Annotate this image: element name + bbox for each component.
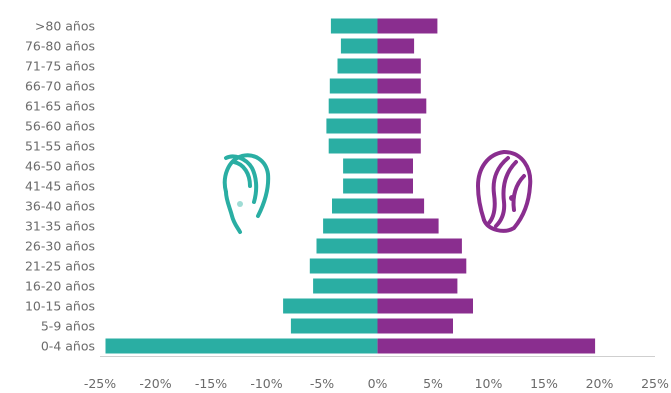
- category-label-4: 61-65 años: [25, 99, 95, 114]
- x-tick-label-5: 0%: [368, 376, 388, 391]
- female-head-icon: [476, 150, 533, 233]
- category-label-3: 66-70 años: [25, 79, 95, 94]
- category-label-6: 51-55 años: [25, 139, 95, 154]
- bar-right-8: [377, 178, 413, 194]
- bar-right-13: [377, 278, 458, 294]
- category-label-8: 41-45 años: [25, 179, 95, 194]
- x-tick-labels: -25% -20% -15% -10% -5% 0% 5% 10% 15% 20% 25%: [84, 376, 669, 391]
- bar-left-16: [105, 338, 378, 354]
- x-tick-label-10: 25%: [641, 376, 669, 391]
- bar-left-8: [343, 178, 378, 194]
- bars-group: [105, 18, 596, 354]
- category-label-13: 16-20 años: [25, 279, 95, 294]
- x-tick-label-0: -25%: [84, 376, 116, 391]
- category-label-14: 10-15 años: [25, 299, 95, 314]
- category-label-10: 31-35 años: [25, 219, 95, 234]
- bar-right-14: [377, 298, 473, 314]
- bar-left-4: [328, 98, 378, 114]
- category-label-5: 56-60 años: [25, 119, 95, 134]
- x-tick-label-4: -5%: [310, 376, 334, 391]
- category-label-12: 21-25 años: [25, 259, 95, 274]
- bar-right-7: [377, 158, 413, 174]
- bar-right-4: [377, 98, 427, 114]
- x-tick-label-7: 10%: [475, 376, 503, 391]
- category-labels: >80 años 76-80 años 71-75 años 66-70 años 61…: [25, 19, 95, 354]
- bar-right-12: [377, 258, 467, 274]
- bar-right-6: [377, 138, 421, 154]
- bar-left-9: [332, 198, 378, 214]
- bar-left-12: [309, 258, 378, 274]
- bar-left-3: [329, 78, 378, 94]
- bar-right-16: [377, 338, 596, 354]
- bar-left-14: [283, 298, 378, 314]
- category-label-16: 0-4 años: [41, 339, 95, 354]
- bar-right-3: [377, 78, 421, 94]
- bar-right-2: [377, 58, 421, 74]
- category-label-2: 71-75 años: [25, 59, 95, 74]
- category-label-11: 26-30 años: [25, 239, 95, 254]
- x-tick-label-3: -10%: [250, 376, 282, 391]
- bar-right-5: [377, 118, 421, 134]
- bar-left-6: [328, 138, 378, 154]
- x-tick-label-6: 5%: [423, 376, 443, 391]
- bar-left-7: [343, 158, 378, 174]
- x-tick-label-2: -15%: [195, 376, 227, 391]
- bar-left-2: [337, 58, 378, 74]
- x-tick-label-1: -20%: [139, 376, 171, 391]
- x-tick-label-9: 20%: [586, 376, 614, 391]
- bar-right-10: [377, 218, 439, 234]
- bar-left-0: [330, 18, 378, 34]
- bar-left-11: [316, 238, 378, 254]
- bar-right-1: [377, 38, 415, 54]
- category-label-1: 76-80 años: [25, 39, 95, 54]
- category-label-7: 46-50 años: [25, 159, 95, 174]
- x-tick-label-8: 15%: [530, 376, 558, 391]
- category-label-9: 36-40 años: [25, 199, 95, 214]
- bar-right-11: [377, 238, 462, 254]
- bar-left-13: [313, 278, 378, 294]
- bar-left-10: [323, 218, 378, 234]
- male-head-icon: [222, 153, 271, 234]
- category-label-0: >80 años: [35, 19, 95, 34]
- category-label-15: 5-9 años: [41, 319, 95, 334]
- bar-left-1: [340, 38, 378, 54]
- bar-left-5: [326, 118, 378, 134]
- bar-right-15: [377, 318, 453, 334]
- bar-right-0: [377, 18, 438, 34]
- bar-left-15: [290, 318, 378, 334]
- bar-right-9: [377, 198, 425, 214]
